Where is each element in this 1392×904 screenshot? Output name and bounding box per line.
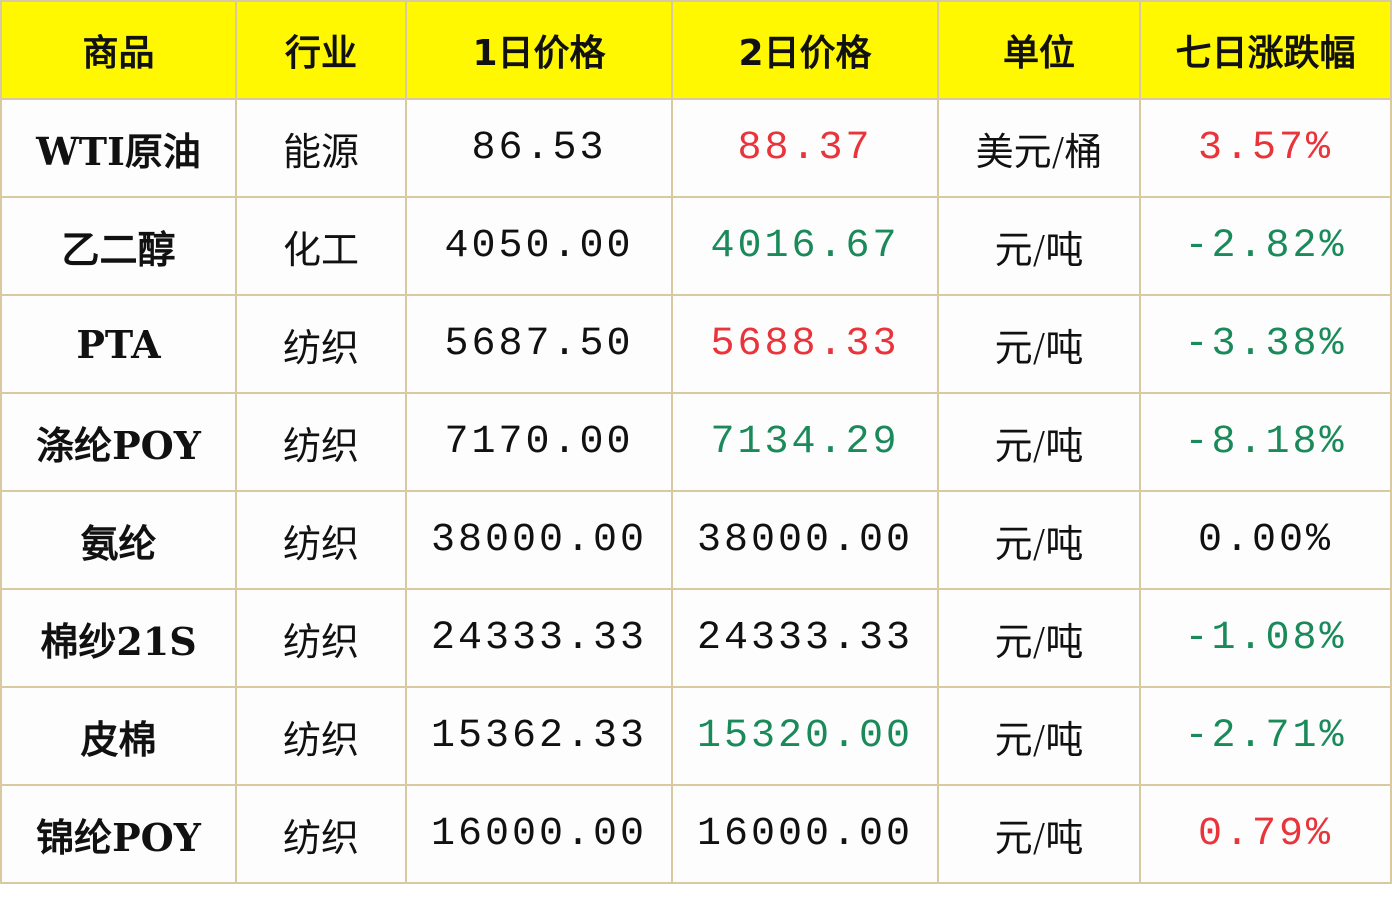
table-row: 乙二醇 化工 4050.00 4016.67 元/吨 -2.82% — [0, 196, 1392, 296]
price-day2-cell: 4016.67 — [671, 196, 939, 296]
commodity-cell: 棉纱21S — [0, 588, 237, 688]
seven-day-change-cell: 3.57% — [1139, 98, 1392, 198]
seven-day-change-cell: -2.71% — [1139, 686, 1392, 786]
price-day1-cell: 7170.00 — [405, 392, 673, 492]
price-day1-cell: 86.53 — [405, 98, 673, 198]
unit-cell: 元/吨 — [937, 392, 1141, 492]
unit-cell: 元/吨 — [937, 784, 1141, 884]
price-day2-cell: 15320.00 — [671, 686, 939, 786]
price-day2-cell: 38000.00 — [671, 490, 939, 590]
header-price-day2: 2日价格 — [671, 0, 939, 100]
header-price-day1: 1日价格 — [405, 0, 673, 100]
seven-day-change-cell: -8.18% — [1139, 392, 1392, 492]
table-row: 棉纱21S 纺织 24333.33 24333.33 元/吨 -1.08% — [0, 588, 1392, 688]
commodity-cell: 皮棉 — [0, 686, 237, 786]
table-row: 皮棉 纺织 15362.33 15320.00 元/吨 -2.71% — [0, 686, 1392, 786]
commodity-cell: 涤纶POY — [0, 392, 237, 492]
industry-cell: 纺织 — [235, 294, 407, 394]
commodity-cell: 锦纶POY — [0, 784, 237, 884]
table-row: 氨纶 纺织 38000.00 38000.00 元/吨 0.00% — [0, 490, 1392, 590]
price-day1-cell: 16000.00 — [405, 784, 673, 884]
header-unit: 单位 — [937, 0, 1141, 100]
price-day1-cell: 4050.00 — [405, 196, 673, 296]
seven-day-change-cell: 0.00% — [1139, 490, 1392, 590]
price-day1-cell: 15362.33 — [405, 686, 673, 786]
price-day2-cell: 16000.00 — [671, 784, 939, 884]
industry-cell: 纺织 — [235, 588, 407, 688]
industry-cell: 纺织 — [235, 784, 407, 884]
industry-cell: 纺织 — [235, 490, 407, 590]
industry-cell: 纺织 — [235, 392, 407, 492]
table-row: PTA 纺织 5687.50 5688.33 元/吨 -3.38% — [0, 294, 1392, 394]
unit-cell: 美元/桶 — [937, 98, 1141, 198]
commodity-price-table: 商品 行业 1日价格 2日价格 单位 七日涨跌幅 WTI原油 能源 86.53 88.… — [0, 0, 1392, 884]
industry-cell: 能源 — [235, 98, 407, 198]
seven-day-change-cell: -1.08% — [1139, 588, 1392, 688]
price-day2-cell: 24333.33 — [671, 588, 939, 688]
unit-cell: 元/吨 — [937, 686, 1141, 786]
price-day2-cell: 5688.33 — [671, 294, 939, 394]
unit-cell: 元/吨 — [937, 196, 1141, 296]
unit-cell: 元/吨 — [937, 490, 1141, 590]
price-day1-cell: 38000.00 — [405, 490, 673, 590]
seven-day-change-cell: 0.79% — [1139, 784, 1392, 884]
header-row: 商品 行业 1日价格 2日价格 单位 七日涨跌幅 — [0, 0, 1392, 100]
price-day1-cell: 5687.50 — [405, 294, 673, 394]
unit-cell: 元/吨 — [937, 294, 1141, 394]
price-day2-cell: 88.37 — [671, 98, 939, 198]
header-seven-day-change: 七日涨跌幅 — [1139, 0, 1392, 100]
seven-day-change-cell: -2.82% — [1139, 196, 1392, 296]
commodity-cell: PTA — [0, 294, 237, 394]
table-row: WTI原油 能源 86.53 88.37 美元/桶 3.57% — [0, 98, 1392, 198]
industry-cell: 纺织 — [235, 686, 407, 786]
seven-day-change-cell: -3.38% — [1139, 294, 1392, 394]
commodity-cell: WTI原油 — [0, 98, 237, 198]
table-row: 涤纶POY 纺织 7170.00 7134.29 元/吨 -8.18% — [0, 392, 1392, 492]
header-industry: 行业 — [235, 0, 407, 100]
header-commodity: 商品 — [0, 0, 237, 100]
commodity-cell: 氨纶 — [0, 490, 237, 590]
price-day2-cell: 7134.29 — [671, 392, 939, 492]
commodity-cell: 乙二醇 — [0, 196, 237, 296]
unit-cell: 元/吨 — [937, 588, 1141, 688]
price-day1-cell: 24333.33 — [405, 588, 673, 688]
industry-cell: 化工 — [235, 196, 407, 296]
table-row: 锦纶POY 纺织 16000.00 16000.00 元/吨 0.79% — [0, 784, 1392, 884]
